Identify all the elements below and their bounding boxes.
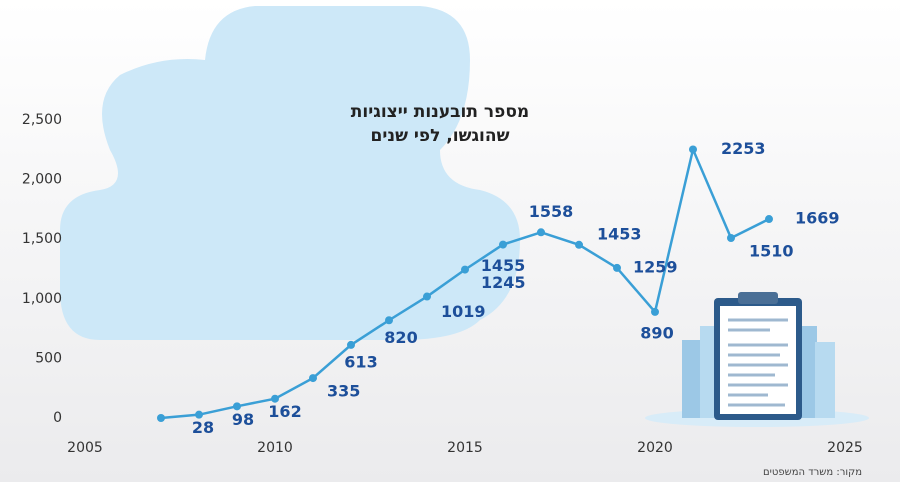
y-tick-label: 2,500 — [22, 112, 62, 128]
y-tick-label: 0 — [53, 410, 62, 426]
data-point — [613, 263, 621, 272]
data-label: 1455 — [481, 256, 526, 275]
data-point — [575, 240, 583, 249]
y-tick-label: 1,000 — [22, 291, 62, 307]
y-tick-label: 500 — [35, 350, 62, 366]
data-label: 335 — [327, 382, 360, 401]
cloud-shape — [60, 6, 520, 340]
y-tick-label: 2,000 — [22, 172, 62, 188]
data-label: 890 — [640, 323, 673, 342]
data-label: 1558 — [529, 202, 574, 221]
data-label: 1510 — [749, 242, 794, 261]
data-label: 162 — [268, 402, 301, 421]
data-point — [271, 394, 279, 403]
x-tick-label: 2015 — [447, 440, 483, 456]
source: מקור: משרד המשפטים — [763, 467, 862, 478]
clipboard-icon — [645, 292, 869, 427]
x-tick-label: 2010 — [257, 440, 293, 456]
data-label: 1453 — [597, 224, 642, 243]
data-point — [157, 414, 165, 422]
data-point — [423, 292, 431, 301]
data-label: 28 — [192, 418, 214, 437]
data-point — [689, 145, 697, 154]
data-point — [195, 410, 203, 419]
data-point — [309, 374, 317, 383]
data-point — [765, 215, 773, 224]
data-point — [461, 265, 469, 274]
data-point — [651, 307, 659, 316]
data-label: 2253 — [721, 139, 766, 158]
data-point — [347, 340, 355, 349]
data-point — [499, 240, 507, 249]
data-label: 1245 — [481, 273, 526, 292]
data-point — [233, 402, 241, 411]
x-tick-label: 2025 — [827, 440, 863, 456]
chart-title: מספר תובענות ייצוגיות — [351, 102, 529, 122]
data-label: 820 — [384, 328, 417, 347]
data-point — [727, 234, 735, 243]
x-tick-label: 2005 — [67, 440, 103, 456]
data-label: 1669 — [795, 209, 840, 228]
data-point — [537, 228, 545, 237]
y-tick-label: 1,500 — [22, 231, 62, 247]
data-label: 1019 — [441, 302, 486, 321]
chart-subtitle: שהוגשו, לפי שנים — [371, 126, 510, 146]
data-point — [385, 316, 393, 325]
x-tick-label: 2020 — [637, 440, 673, 456]
data-label: 1259 — [633, 257, 678, 276]
data-label: 98 — [232, 410, 254, 429]
data-label: 613 — [344, 352, 377, 371]
